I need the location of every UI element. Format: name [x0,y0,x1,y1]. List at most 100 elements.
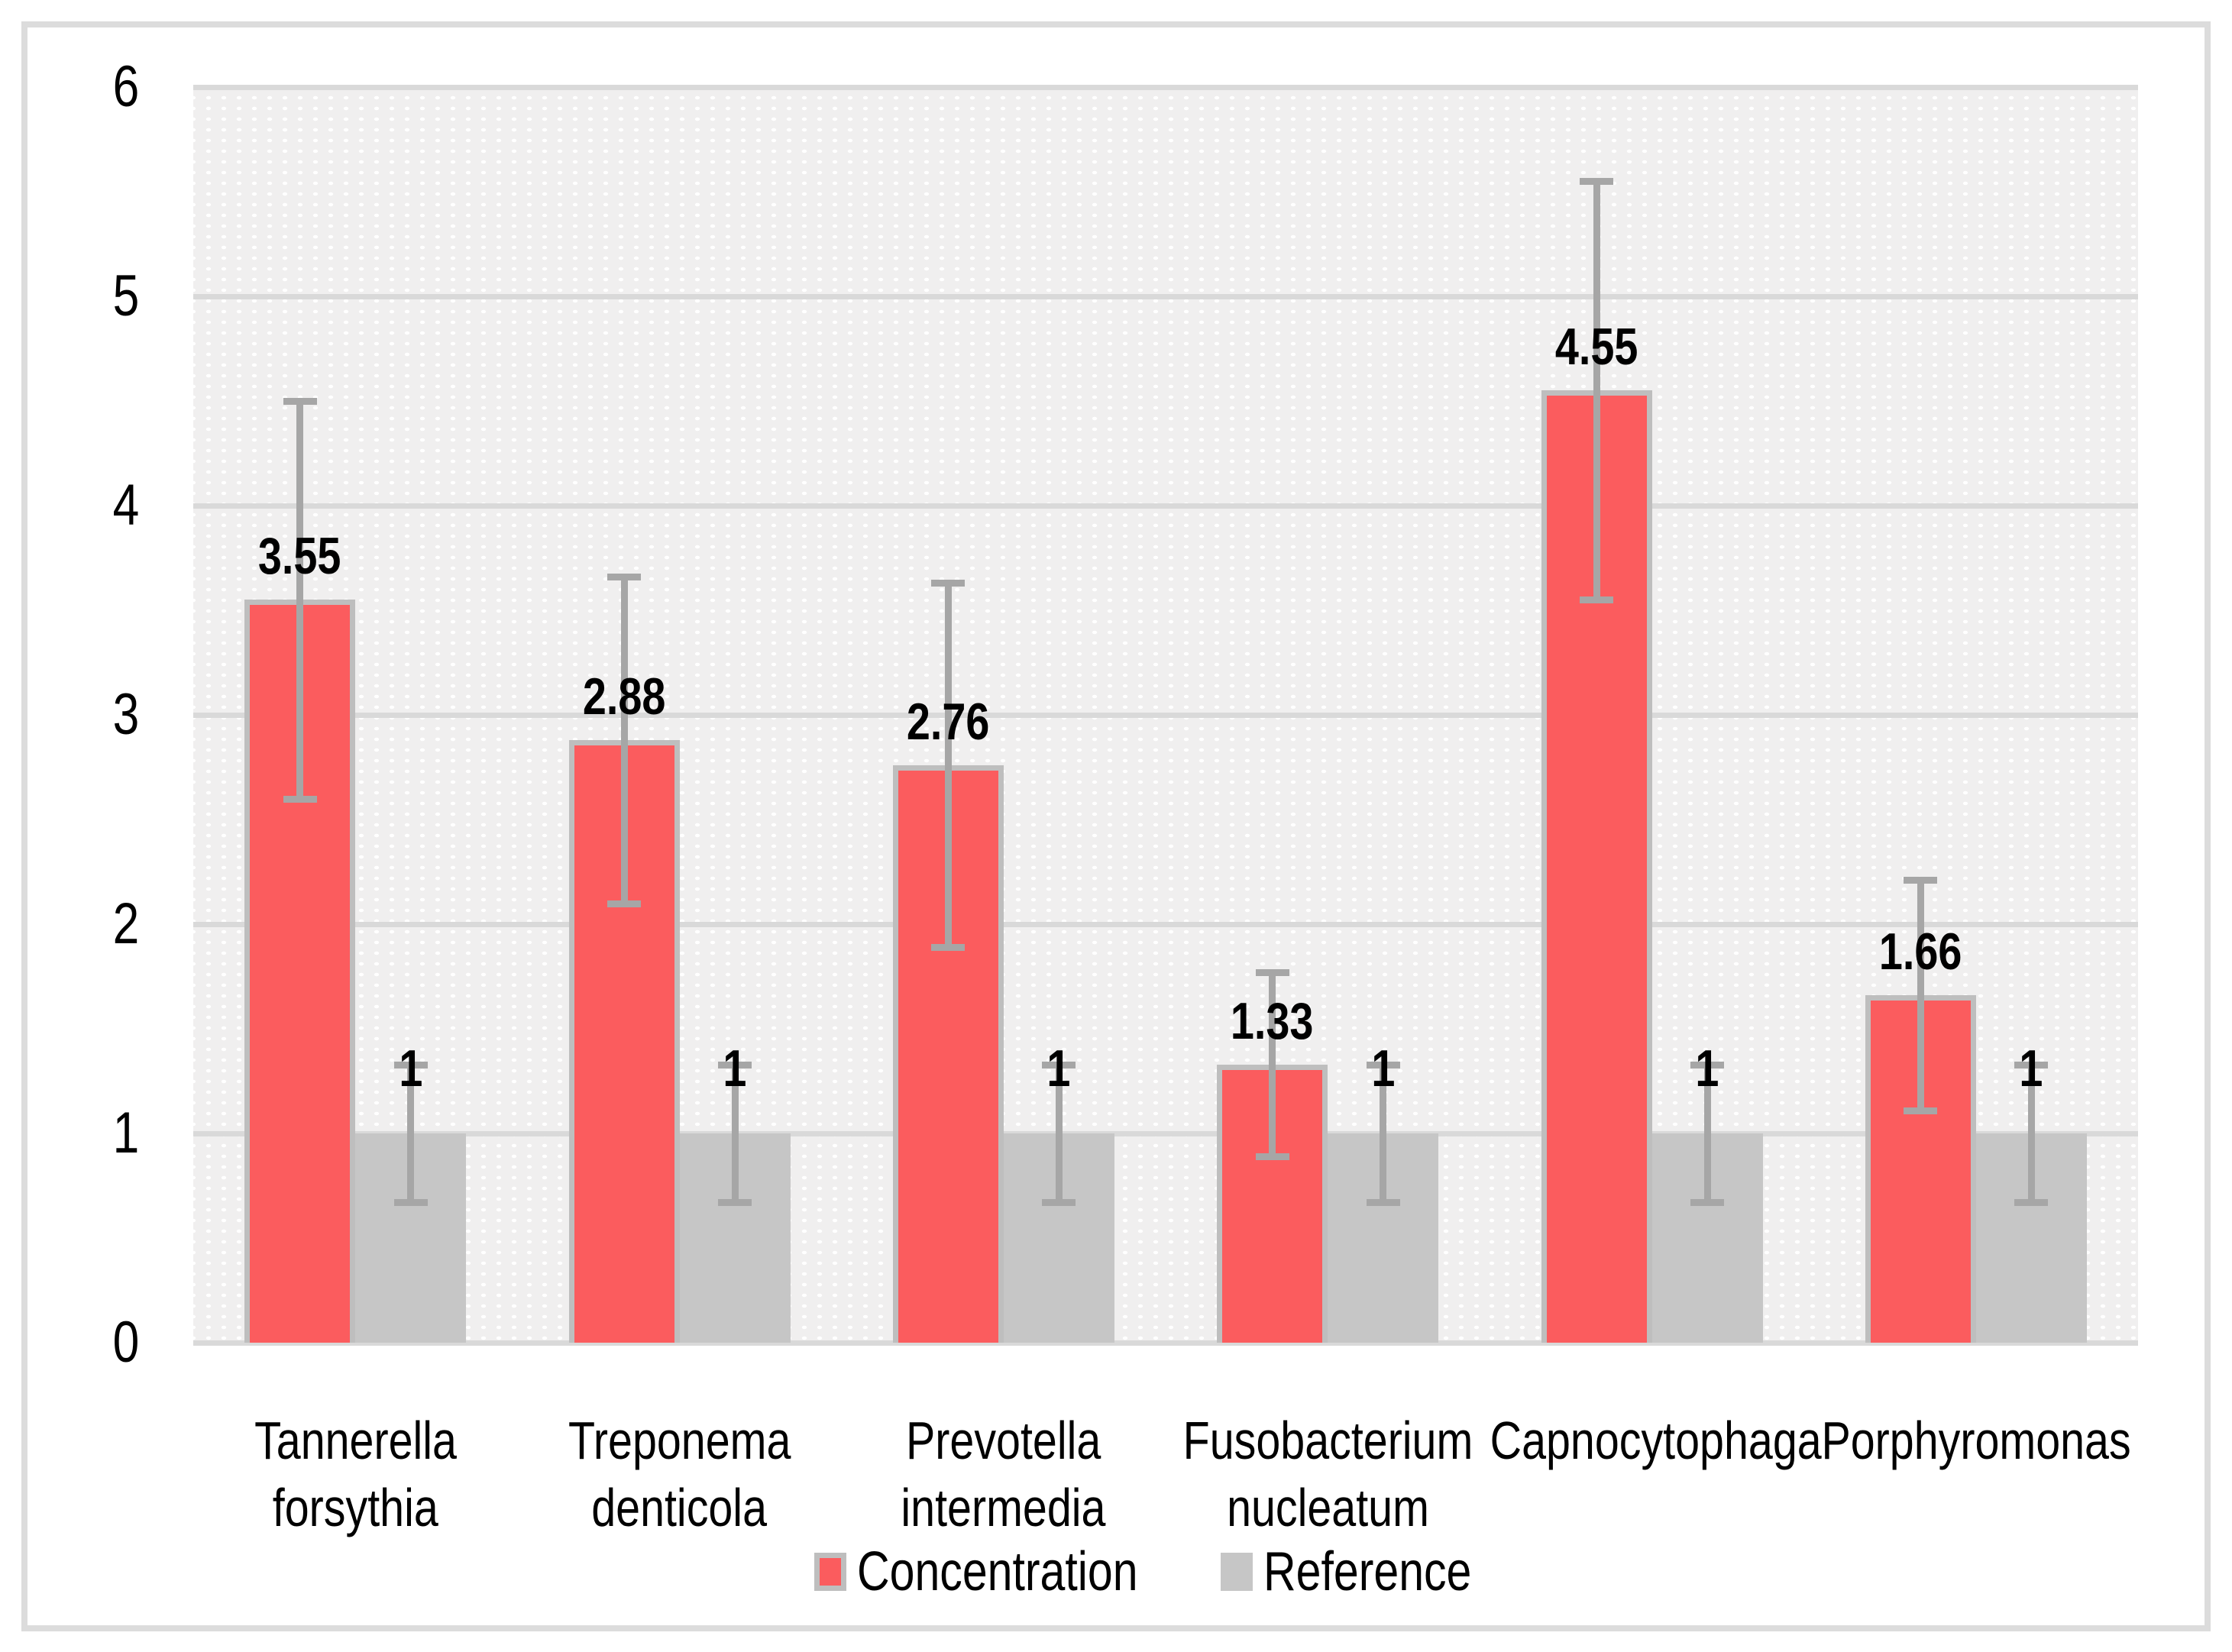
value-label-text: 1 [399,1039,423,1098]
category-label-line: denticola [481,1474,878,1541]
concentration-swatch-icon [814,1553,846,1591]
error-bar-line [1703,1061,1711,1207]
error-bar [1904,877,1938,1114]
error-bar [1690,1061,1724,1207]
value-label: 1.66 [1806,925,2035,978]
error-bar [1366,1061,1400,1207]
error-bar-cap-bottom [283,795,317,803]
category-label-line: Fusobacterium [1129,1407,1526,1474]
error-bar-line [1380,1061,1387,1207]
error-bar-cap-top [393,1061,428,1068]
error-bar [393,1061,428,1207]
category-label-line: Tannerella [157,1407,554,1474]
category-label-line: nucleatum [1129,1474,1526,1541]
category-label-line: Prevotella [805,1407,1202,1474]
value-label-text: 1 [1371,1039,1396,1098]
concentration-bar [244,600,356,1343]
value-label-text: 1 [1695,1039,1719,1098]
error-bar-cap-bottom [718,1199,752,1207]
legend-item-concentration: Concentration [814,1544,1199,1599]
error-bar-line [1055,1061,1063,1207]
legend-item-reference: Reference [1221,1544,1517,1599]
error-bar-cap-bottom [1904,1107,1938,1114]
y-tick-text: 5 [112,263,139,328]
error-bar-cap-top [1690,1061,1724,1068]
value-label: 1 [296,1042,526,1095]
category-label-text: Fusobacterium [1182,1411,1473,1470]
legend-label-concentration: Concentration [856,1541,1138,1602]
gridline [193,1131,2138,1136]
legend: Concentration Reference [193,1544,2138,1599]
value-label: 2.88 [509,670,739,723]
value-label-text: 1 [2019,1039,2043,1098]
value-label: 1 [1593,1042,1822,1095]
error-bar-line [944,580,952,952]
error-bar-cap-bottom [1366,1199,1400,1207]
error-bar-cap-top [1904,877,1938,884]
category-label: Prevotella intermedia [805,1407,1202,1541]
category-label: Tannerella forsythia [157,1407,554,1541]
category-label-text: nucleatum [1226,1478,1429,1537]
error-bar-cap-bottom [1255,1153,1289,1161]
plot-area: 3.55 1 2.88 1 2.76 1 1.33 1 4.55 1 1.66 1 [193,85,2138,1346]
y-tick-label: 6 [0,53,139,121]
error-bar [931,580,966,952]
gridline [193,85,2138,90]
error-bar-cap-top [283,398,317,405]
category-label-text: forsythia [272,1478,438,1537]
figure-frame [21,21,2211,1631]
error-bar-cap-top [718,1061,752,1068]
category-label-line: forsythia [157,1474,554,1541]
error-bar [1042,1061,1076,1207]
value-label-text: 2.76 [907,692,990,751]
gridline [193,713,2138,718]
error-bar-line [2027,1061,2035,1207]
value-label: 4.55 [1482,320,1711,373]
y-tick-text: 0 [112,1310,139,1375]
error-bar-cap-bottom [931,944,966,952]
value-label: 2.76 [833,695,1063,748]
error-bar-line [620,574,628,907]
concentration-bar [568,739,680,1343]
y-tick-label: 2 [0,891,139,958]
error-bar-cap-top [931,580,966,587]
error-bar-line [731,1061,739,1207]
error-bar-line [1593,178,1600,604]
value-label: 1 [1917,1042,2146,1095]
y-tick-label: 5 [0,263,139,330]
value-label: 3.55 [186,529,415,583]
error-bar-cap-bottom [1042,1199,1076,1207]
x-axis-line [193,1340,2138,1346]
gridline [193,503,2138,509]
error-bar [1580,178,1613,604]
y-tick-text: 6 [112,54,139,119]
error-bar-cap-bottom [607,900,641,907]
value-label: 1 [620,1042,849,1095]
error-bar-line [407,1061,415,1207]
y-tick-label: 0 [0,1309,139,1376]
category-label-text: Tannerella [254,1411,457,1470]
gridline [193,922,2138,927]
y-tick-text: 2 [112,891,139,956]
category-label: Treponema denticola [481,1407,878,1541]
error-bar [2014,1061,2049,1207]
y-tick-text: 4 [112,473,139,538]
y-tick-label: 1 [0,1100,139,1167]
value-label: 1.33 [1158,994,1387,1048]
category-label: Porphyromonas [1778,1407,2175,1474]
category-label: Capnocytophaga [1454,1407,1851,1474]
value-label-text: 1 [1046,1039,1071,1098]
category-label-text: Porphyromonas [1821,1411,2131,1470]
legend-label-reference: Reference [1263,1541,1472,1602]
category-label-text: intermedia [901,1478,1106,1537]
category-label-line: Capnocytophaga [1454,1407,1851,1474]
gridline [193,294,2138,299]
error-bar-line [1269,969,1276,1161]
value-label: 1 [1269,1042,1498,1095]
value-label: 1 [944,1042,1173,1095]
error-bar-cap-bottom [2014,1199,2049,1207]
category-label-line: Porphyromonas [1778,1407,2175,1474]
error-bar [283,398,317,803]
value-label-text: 3.55 [258,527,341,586]
error-bar-cap-top [1255,969,1289,977]
